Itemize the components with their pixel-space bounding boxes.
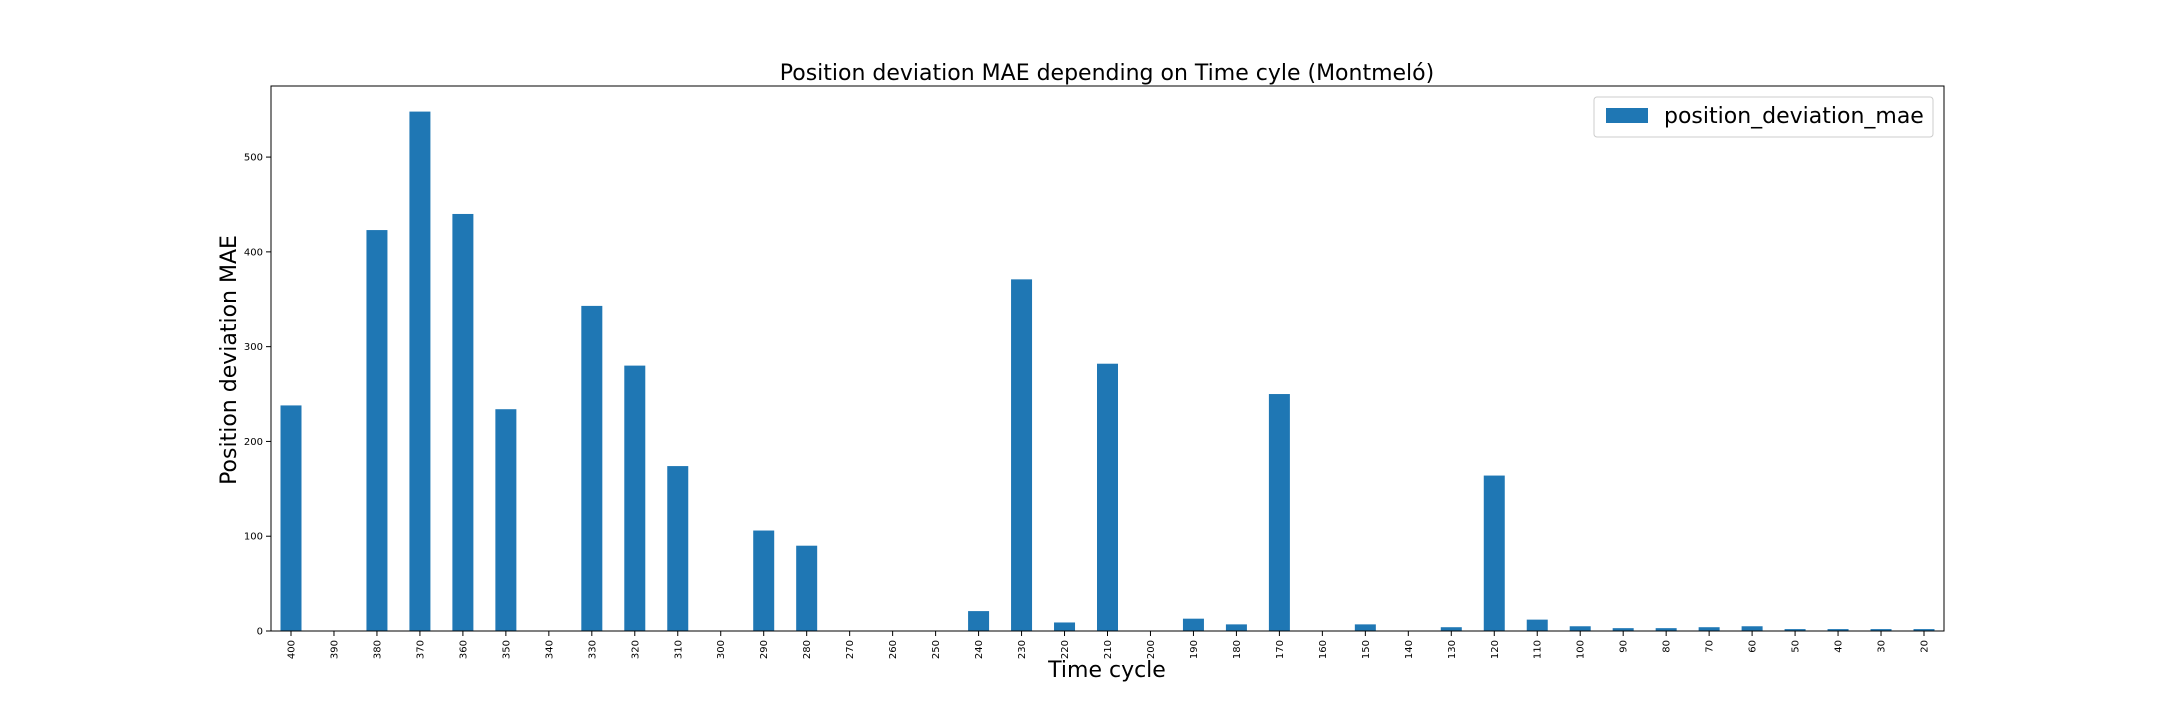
x-tick-label: 110: [1533, 640, 1544, 659]
x-tick-label: 190: [1189, 640, 1200, 659]
bar-180: [1225, 624, 1247, 631]
bar-280: [796, 545, 818, 631]
x-tick-label: 160: [1318, 640, 1329, 659]
y-tick-label: 500: [244, 153, 263, 164]
y-tick-label: 0: [257, 627, 263, 638]
bar-240: [968, 611, 990, 631]
x-tick-label: 170: [1275, 640, 1286, 659]
y-axis: 0 100 200 300 400 500: [244, 153, 271, 638]
bar-350: [495, 409, 517, 631]
bar-30: [1870, 629, 1892, 631]
x-tick-label: 200: [1146, 640, 1157, 659]
y-tick-label: 200: [244, 437, 263, 448]
x-tick-label: 30: [1877, 640, 1888, 653]
bar-170: [1268, 394, 1290, 631]
chart-title: Position deviation MAE depending on Time…: [780, 61, 1434, 86]
bar-370: [409, 111, 431, 632]
x-tick-label: 310: [673, 640, 684, 659]
x-tick-label: 180: [1232, 640, 1243, 659]
bar-320: [624, 365, 646, 631]
x-tick-label: 50: [1791, 640, 1802, 653]
bar-190: [1182, 618, 1204, 631]
bar-360: [452, 213, 474, 631]
x-tick-label: 120: [1490, 640, 1501, 659]
legend: position_deviation_mae: [1593, 96, 1934, 138]
bar-90: [1612, 628, 1634, 631]
x-tick-label: 270: [845, 640, 856, 659]
x-tick-label: 380: [372, 640, 383, 659]
bar-50: [1784, 629, 1806, 631]
bar-380: [366, 230, 388, 631]
x-tick-label: 260: [888, 640, 899, 659]
bar-70: [1698, 627, 1720, 631]
x-tick-label: 220: [1060, 640, 1071, 659]
x-axis-label: Time cycle: [1047, 658, 1166, 683]
x-tick-label: 150: [1361, 640, 1372, 659]
x-tick-label: 300: [716, 640, 727, 659]
bar-130: [1440, 627, 1462, 631]
x-tick-label: 360: [458, 640, 469, 659]
bar-290: [753, 530, 775, 631]
x-tick-label: 210: [1103, 640, 1114, 659]
bar-40: [1827, 629, 1849, 631]
bar-400: [280, 405, 302, 631]
x-tick-label: 340: [544, 640, 555, 659]
x-tick-label: 330: [587, 640, 598, 659]
legend-label: position_deviation_mae: [1664, 104, 1924, 129]
x-tick-label: 350: [501, 640, 512, 659]
bar-100: [1569, 626, 1591, 631]
y-tick-label: 300: [244, 342, 263, 353]
legend-swatch: [1606, 108, 1648, 123]
bar-120: [1483, 475, 1505, 631]
x-tick-label: 400: [287, 640, 298, 659]
bar-150: [1354, 624, 1376, 631]
bar-80: [1655, 628, 1677, 631]
x-tick-label: 230: [1017, 640, 1028, 659]
x-tick-label: 370: [415, 640, 426, 659]
x-tick-label: 240: [974, 640, 985, 659]
x-tick-label: 290: [759, 640, 770, 659]
x-tick-label: 280: [802, 640, 813, 659]
y-tick-label: 100: [244, 532, 263, 543]
bar-310: [667, 466, 689, 631]
y-axis-label: Position deviation MAE: [217, 235, 242, 485]
x-tick-label: 250: [931, 640, 942, 659]
x-tick-label: 40: [1834, 640, 1845, 653]
x-tick-label: 60: [1748, 640, 1759, 653]
x-tick-label: 390: [329, 640, 340, 659]
x-tick-label: 130: [1447, 640, 1458, 659]
plot-frame: [270, 85, 1945, 632]
bar-60: [1741, 626, 1763, 631]
y-tick-label: 400: [244, 247, 263, 258]
x-tick-label: 320: [630, 640, 641, 659]
x-tick-label: 90: [1619, 640, 1630, 653]
bar-230: [1011, 279, 1033, 631]
bar-330: [581, 305, 603, 631]
bar-210: [1097, 363, 1118, 631]
legend-frame: [1593, 96, 1934, 138]
bar-110: [1526, 619, 1548, 631]
x-tick-label: 80: [1662, 640, 1673, 653]
x-axis: 400 390 380 370 360 350 340 330 320 310 300 290 280 2…: [287, 631, 1931, 659]
bar-20: [1913, 629, 1935, 631]
x-tick-label: 140: [1404, 640, 1415, 659]
bar-220: [1054, 622, 1076, 631]
x-tick-label: 20: [1920, 640, 1931, 653]
x-tick-label: 70: [1705, 640, 1716, 653]
x-tick-label: 100: [1576, 640, 1587, 659]
plot-area: [280, 111, 1935, 632]
